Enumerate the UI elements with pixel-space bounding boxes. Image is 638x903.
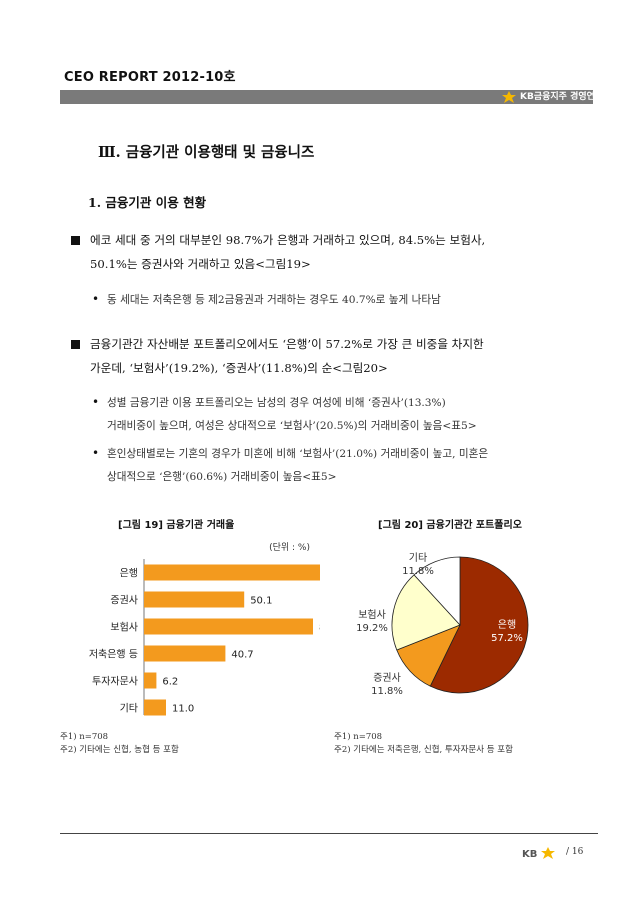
bullet-paragraph: 금융기관간 자산배분 포트폴리오에서도 ‘은행’이 57.2%로 가장 큰 비중… bbox=[90, 332, 600, 380]
dot-bullet-icon: • bbox=[92, 446, 100, 460]
pie-value-label: 11.8% bbox=[402, 566, 434, 577]
sub-bullet-line: 상대적으로 ‘은행’(60.6%) 거래비중이 높음<표5> bbox=[107, 471, 337, 483]
figure19-caption: [그림 19] 금융기관 거래율 bbox=[118, 520, 235, 531]
bar-value-label: 84.5 bbox=[319, 623, 320, 634]
sub-bullet-line: 성별 금융기관 이용 포트폴리오는 남성의 경우 여성에 비해 ‘증권사’(13… bbox=[107, 397, 446, 409]
note-line: 주1) n=708 bbox=[60, 732, 109, 742]
report-title: CEO REPORT 2012-10호 bbox=[64, 70, 236, 85]
figure20-caption: [그림 20] 금융기관간 포트폴리오 bbox=[378, 520, 522, 531]
bullet-line: 50.1%는 증권사와 거래하고 있음<그림19> bbox=[90, 257, 311, 271]
bar-category-label: 기타 bbox=[120, 703, 138, 715]
page-number: / 16 bbox=[566, 847, 584, 857]
bar-value-label: 50.1 bbox=[250, 596, 272, 607]
note-line: 주1) n=708 bbox=[334, 732, 383, 742]
figure19-unit: (단위 : %) bbox=[269, 542, 310, 553]
bullet-line: 에코 세대 중 거의 대부분인 98.7%가 은행과 거래하고 있으며, 84.… bbox=[90, 233, 486, 247]
figure19-notes: 주1) n=708 주2) 기타에는 신협, 농협 등 포함 bbox=[60, 731, 179, 757]
header-brand: KB금융지주 경영연구소 bbox=[520, 92, 612, 102]
pie-value-label: 57.2% bbox=[491, 633, 523, 644]
pie-value-label: 11.8% bbox=[371, 686, 403, 697]
bullet-paragraph: 에코 세대 중 거의 대부분인 98.7%가 은행과 거래하고 있으며, 84.… bbox=[90, 228, 600, 276]
bar-value-label: 11.0 bbox=[172, 704, 194, 715]
bar bbox=[144, 591, 245, 608]
sub-bullet-paragraph: 성별 금융기관 이용 포트폴리오는 남성의 경우 여성에 비해 ‘증권사’(13… bbox=[107, 392, 602, 438]
pie-slice bbox=[413, 556, 461, 627]
header-bar bbox=[60, 90, 593, 104]
sub-title: 1. 금융기관 이용 현황 bbox=[88, 195, 207, 210]
bar bbox=[144, 672, 157, 689]
bar bbox=[144, 618, 313, 635]
bullet-line: 가운데, ‘보험사’(19.2%), ‘증권사’(11.8%)의 순<그림20> bbox=[90, 361, 388, 375]
sub-bullet-line: 거래비중이 높으며, 여성은 상대적으로 ‘보험사’(20.5%)의 거래비중이… bbox=[107, 420, 477, 432]
footer-rule bbox=[60, 833, 598, 834]
sub-bullet-paragraph: 동 세대는 저축은행 등 제2금융권과 거래하는 경우도 40.7%로 높게 나… bbox=[107, 289, 602, 312]
bar-category-label: 저축은행 등 bbox=[89, 649, 138, 661]
note-line: 주2) 기타에는 저축은행, 신협, 투자자문사 등 포함 bbox=[334, 745, 513, 755]
footer-kb-logo: KB bbox=[522, 847, 555, 860]
pie-slice bbox=[429, 556, 529, 694]
bar-value-label: 40.7 bbox=[231, 650, 253, 661]
square-bullet-icon bbox=[71, 340, 80, 349]
kb-star-logo-icon bbox=[502, 91, 516, 103]
kb-star-icon bbox=[541, 847, 555, 859]
figure20-notes: 주1) n=708 주2) 기타에는 저축은행, 신협, 투자자문사 등 포함 bbox=[334, 731, 513, 757]
pie-category-label: 기타 bbox=[409, 552, 427, 564]
bar-category-label: 투자자문사 bbox=[92, 676, 138, 688]
footer-logo-text: KB bbox=[522, 849, 537, 860]
sub-bullet-line: 혼인상태별로는 기혼의 경우가 미혼에 비해 ‘보험사’(21.0%) 거래비중… bbox=[107, 448, 489, 460]
bar-category-label: 증권사 bbox=[110, 595, 138, 607]
pie-category-label: 보험사 bbox=[358, 609, 386, 621]
bar bbox=[144, 564, 320, 581]
figure20-pie-chart: 은행 57.2% 증권사 11.8% 보험사 19.2% 기타 11.8% bbox=[356, 552, 529, 697]
note-line: 주2) 기타에는 신협, 농협 등 포함 bbox=[60, 745, 179, 755]
pie-category-label: 증권사 bbox=[373, 672, 401, 684]
sub-bullet-paragraph: 혼인상태별로는 기혼의 경우가 미혼에 비해 ‘보험사’(21.0%) 거래비중… bbox=[107, 443, 602, 489]
bar bbox=[144, 699, 166, 716]
pie-category-label: 은행 bbox=[498, 619, 516, 631]
bar-category-label: 은행 bbox=[120, 568, 138, 580]
pie-value-label: 19.2% bbox=[356, 623, 388, 634]
figure19-bar-chart: (단위 : %) 은행98.7증권사50.1보험사84.5저축은행 등40.7투… bbox=[89, 542, 320, 716]
section-title: Ⅲ. 금융기관 이용행태 및 금융니즈 bbox=[98, 144, 315, 161]
dot-bullet-icon: • bbox=[92, 395, 100, 409]
square-bullet-icon bbox=[71, 236, 80, 245]
bar bbox=[144, 645, 226, 662]
bar-value-label: 6.2 bbox=[162, 677, 178, 688]
pie-slice bbox=[391, 574, 461, 651]
dot-bullet-icon: • bbox=[92, 292, 100, 306]
sub-bullet-line: 동 세대는 저축은행 등 제2금융권과 거래하는 경우도 40.7%로 높게 나… bbox=[107, 294, 441, 306]
bullet-line: 금융기관간 자산배분 포트폴리오에서도 ‘은행’이 57.2%로 가장 큰 비중… bbox=[90, 337, 484, 351]
bar-category-label: 보험사 bbox=[110, 622, 138, 634]
